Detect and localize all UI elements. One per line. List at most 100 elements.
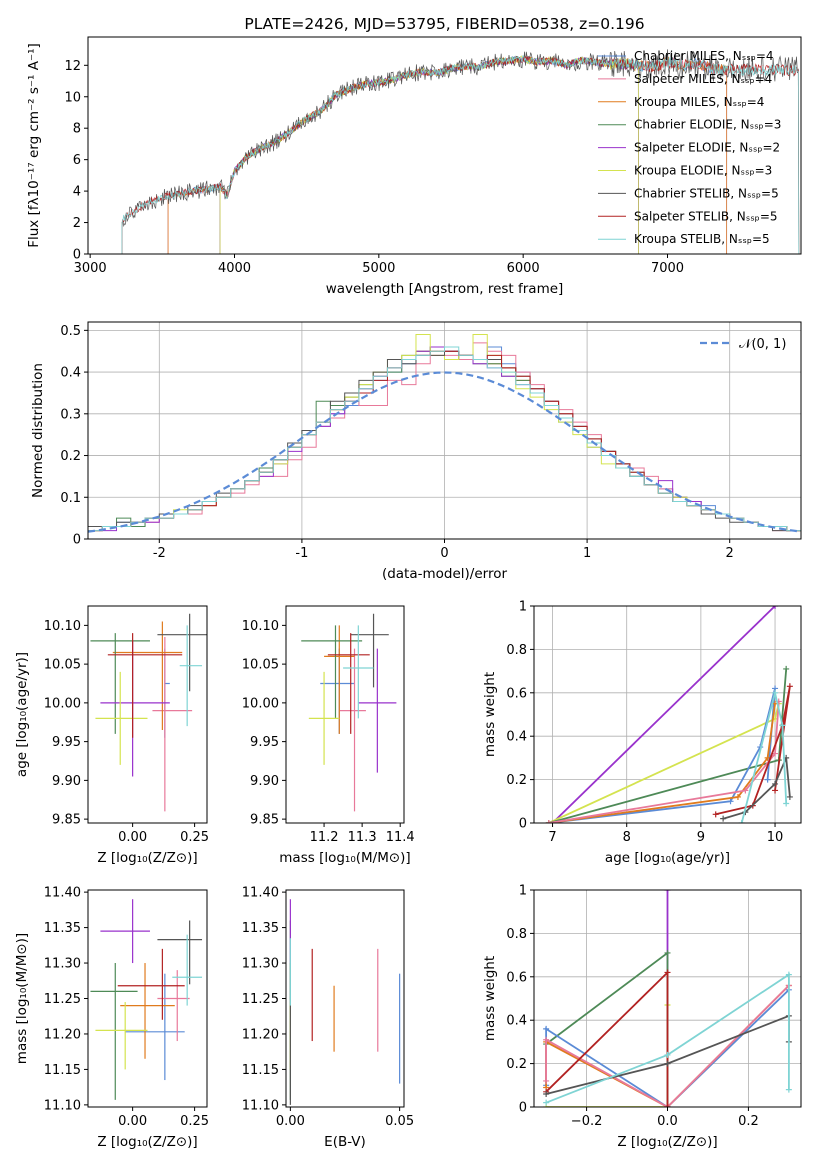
mass_vs_Z-xlabel: Z [log₁₀(Z/Z⊙)] [97, 1134, 197, 1150]
age_vs_Z-plot [90, 613, 207, 812]
massweight_vs_Z-xtick-label: −0.2 [571, 1114, 603, 1129]
massweight-marker [785, 1086, 792, 1093]
age_vs_mass-xtick-label: 11.3 [348, 830, 377, 845]
normal-curve [88, 371, 801, 533]
mass_vs_Z-ytick-label: 11.35 [44, 921, 81, 936]
massweight_vs_age-ytick-label: 0.6 [506, 686, 527, 701]
legend-entry-label: Salpeter MILES, Nₛₛₚ=4 [634, 72, 772, 86]
residuals-ytick-label: 0.4 [60, 366, 81, 381]
mass_vs_EBV-axes: 0.00 0.05 11.10 11.15 11.20 11.25 11.30 11.35 11… [242, 886, 414, 1150]
mass_vs_Z-ytick-label: 11.20 [44, 1027, 81, 1042]
massweight-marker [727, 798, 734, 805]
age_vs_mass-ytick-label: 9.90 [250, 774, 279, 789]
age_vs_mass-xtick-label: 11.2 [310, 830, 339, 845]
spectrum-ytick-label: 10 [64, 90, 81, 105]
age_vs_Z-ytick-label: 10.10 [44, 619, 81, 634]
spectrum-series-line [121, 55, 800, 254]
massweight_vs_age-xtick-label: 10 [767, 830, 784, 845]
spectrum-axes: 3000 4000 5000 6000 7000 0 2 4 6 8 10 12 wavelength … [26, 43, 684, 297]
massweight-marker [783, 800, 790, 807]
massweight_vs_age-ylabel: mass weight [482, 672, 498, 757]
residuals-ytick-label: 0.3 [60, 407, 81, 422]
age_vs_Z-ytick-label: 10.00 [44, 696, 81, 711]
residuals-ytick-label: 0.5 [60, 324, 81, 339]
legend-entry-label: Salpeter ELODIE, Nₛₛₚ=2 [634, 141, 780, 155]
massweight-marker [772, 780, 779, 787]
massweight-series-line [548, 701, 780, 823]
residuals-xtick-label: 0 [440, 546, 448, 561]
histogram-series [88, 346, 801, 539]
mass_vs_EBV-plot [289, 899, 401, 1105]
residuals-xtick-label: -2 [153, 546, 166, 561]
massweight_vs_age-xtick-label: 8 [623, 830, 631, 845]
massweight_vs_age-ytick-label: 0.8 [506, 643, 527, 658]
massweight_vs_Z-ytick-label: 0.4 [506, 1014, 527, 1029]
age_vs_Z-ylabel: age [log₁₀(age/yr)] [14, 652, 30, 777]
spectrum-xlabel: wavelength [Angstrom, rest frame] [326, 281, 564, 297]
massweight-marker [664, 1051, 671, 1058]
massweight-marker [742, 787, 749, 794]
massweight-marker [734, 793, 741, 800]
mass_vs_EBV-ytick-label: 11.30 [242, 957, 279, 972]
massweight-marker [543, 1099, 550, 1106]
massweight_vs_Z-ylabel: mass weight [482, 956, 498, 1041]
massweight_vs_age-ytick-label: 0.2 [506, 773, 527, 788]
age_vs_Z-axes: 0.00 0.25 9.85 9.90 9.95 10.00 10.05 10.10 Z [lo… [14, 619, 209, 866]
spectrum-plot [121, 49, 800, 254]
residuals-xtick-label: 2 [726, 546, 734, 561]
massweight_vs_Z-xlabel: Z [log₁₀(Z/Z⊙)] [617, 1134, 717, 1150]
spectrum-ytick-label: 0 [73, 248, 81, 263]
massweight-series-line [548, 688, 776, 823]
legend-entry-label: 𝒩(0, 1) [739, 337, 786, 352]
age_vs_Z-frame [87, 605, 208, 824]
mass_vs_Z-plot [90, 899, 203, 1100]
spectrum-ytick-label: 2 [73, 216, 81, 231]
mass_vs_EBV-xtick-label: 0.05 [385, 1114, 414, 1129]
massweight-marker [664, 1060, 671, 1067]
massweight_vs_Z-frame [533, 889, 802, 1108]
age_vs_Z-ytick-label: 9.95 [52, 735, 81, 750]
massweight_vs_age-plot [545, 606, 793, 823]
mass_vs_Z-ytick-label: 11.40 [44, 886, 81, 901]
massweight-marker [772, 787, 779, 794]
massweight-marker [543, 1077, 550, 1084]
legend-entry-label: Chabrier STELIB, Nₛₛₚ=5 [634, 186, 779, 200]
spectrum-frame [87, 36, 802, 255]
age_vs_Z-xtick-label: 0.00 [118, 830, 147, 845]
massweight_vs_Z-xtick-label: 0.2 [738, 1114, 759, 1129]
mass_vs_Z-frame [87, 889, 208, 1108]
massweight_vs_Z-plot [543, 890, 792, 1107]
spectrum-series-line [121, 55, 800, 254]
age_vs_mass-xtick-label: 11.4 [386, 830, 415, 845]
age_vs_mass-ytick-label: 10.05 [242, 658, 279, 673]
massweight_vs_Z-xtick-label: 0.0 [657, 1114, 678, 1129]
legend-entry-label: Chabrier ELODIE, Nₛₛₚ=3 [634, 118, 781, 132]
age_vs_mass-frame [285, 605, 405, 824]
massweight-marker [738, 820, 745, 823]
spectrum-ytick-label: 4 [73, 185, 81, 200]
spectrum-ytick-label: 6 [73, 153, 81, 168]
spectrum-ytick-label: 12 [64, 59, 81, 74]
mass_vs_Z-ytick-label: 11.30 [44, 957, 81, 972]
age_vs_mass-ytick-label: 9.95 [250, 735, 279, 750]
age_vs_mass-axes: 11.2 11.3 11.4 9.85 9.90 9.95 10.00 10.05 10.10 m… [242, 619, 415, 866]
massweight_vs_Z-ytick-label: 0.2 [506, 1057, 527, 1072]
massweight_vs_age-axes: 7 8 9 10 0 0.2 0.4 0.6 0.8 1 age [log₁₀(age/yr)] ma… [482, 600, 801, 866]
massweight-marker [543, 1036, 550, 1043]
age_vs_Z-ytick-label: 10.05 [44, 658, 81, 673]
age_vs_Z-ytick-label: 9.90 [52, 774, 81, 789]
massweight-marker [786, 683, 793, 690]
mass_vs_EBV-ytick-label: 11.15 [242, 1063, 279, 1078]
massweight_vs_age-ytick-label: 1 [519, 600, 527, 615]
spectrum-xtick-label: 4000 [218, 261, 251, 276]
spectrum-series-line [219, 55, 639, 254]
residuals-xtick-label: -1 [295, 546, 308, 561]
massweight_vs_Z-ytick-label: 0 [519, 1101, 527, 1116]
spectrum-ytick-label: 8 [73, 122, 81, 137]
massweight_vs_Z-ytick-label: 0.8 [506, 927, 527, 942]
spectrum-title: PLATE=2426, MJD=53795, FIBERID=0538, z=0… [244, 15, 644, 33]
massweight_vs_Z-ytick-label: 0.6 [506, 970, 527, 985]
mass_vs_EBV-xtick-label: 0.00 [276, 1114, 305, 1129]
mass_vs_Z-xtick-label: 0.00 [118, 1114, 147, 1129]
